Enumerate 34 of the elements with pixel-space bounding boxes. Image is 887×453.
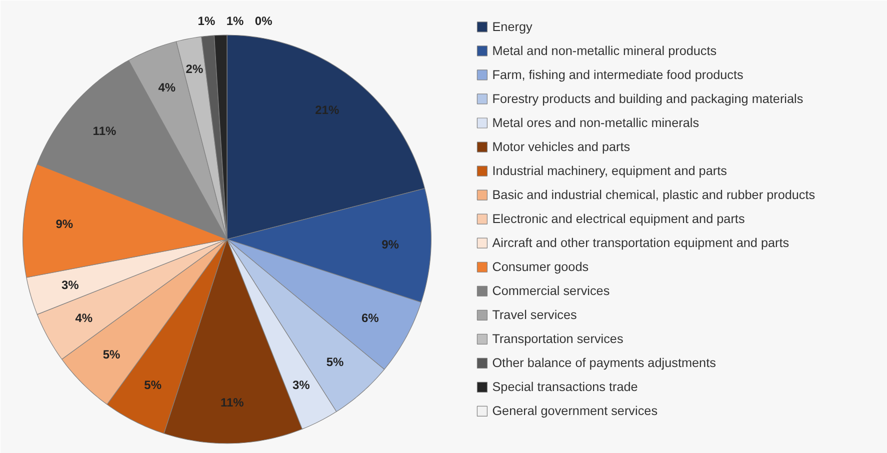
legend-label: Metal ores and non-metallic minerals (492, 116, 700, 130)
legend-label: Aircraft and other transportation equipment and parts (492, 236, 790, 250)
data-label: 4% (158, 80, 176, 94)
legend-label: Transportation services (492, 332, 624, 346)
text: 0% (254, 14, 272, 28)
legend-label: Farm, fishing and intermediate food products (492, 68, 744, 82)
legend-label: Energy (492, 20, 533, 34)
legend-label: Metal and non-metallic mineral products (492, 44, 717, 58)
data-label: 9% (382, 237, 400, 252)
legend-label: Commercial services (492, 284, 610, 298)
data-label: 1% (226, 14, 244, 28)
data-label: 1% (198, 14, 216, 28)
data-label: 5% (102, 348, 121, 362)
legend-label: Motor vehicles and parts (492, 140, 630, 154)
legend-label: Industrial machinery, equipment and parts (492, 164, 727, 178)
legend-label: Electronic and electrical equipment and parts (492, 212, 745, 226)
data-label: 11% (220, 396, 244, 410)
legend-label: Special transactions trade (492, 380, 638, 394)
legend-label: Forestry products and building and packaging materials (492, 92, 804, 106)
data-label: 6% (361, 310, 380, 325)
data-label: 3% (292, 378, 310, 392)
data-label: 21% (315, 103, 340, 118)
legend-label: General government services (492, 404, 658, 418)
legend-label: Other balance of payments adjustments (492, 356, 716, 370)
legend-label: Travel services (492, 308, 577, 322)
data-label: 5% (144, 378, 162, 392)
data-label: 9% (56, 216, 74, 231)
legend-label: Consumer goods (492, 260, 589, 274)
data-label: 4% (75, 310, 93, 325)
data-label: 11% (92, 124, 116, 138)
legend-label: Basic and industrial chemical, plastic and rubber products (492, 188, 816, 202)
data-label: 2% (186, 62, 204, 76)
data-label: 3% (61, 278, 80, 292)
data-label: 5% (326, 354, 344, 369)
